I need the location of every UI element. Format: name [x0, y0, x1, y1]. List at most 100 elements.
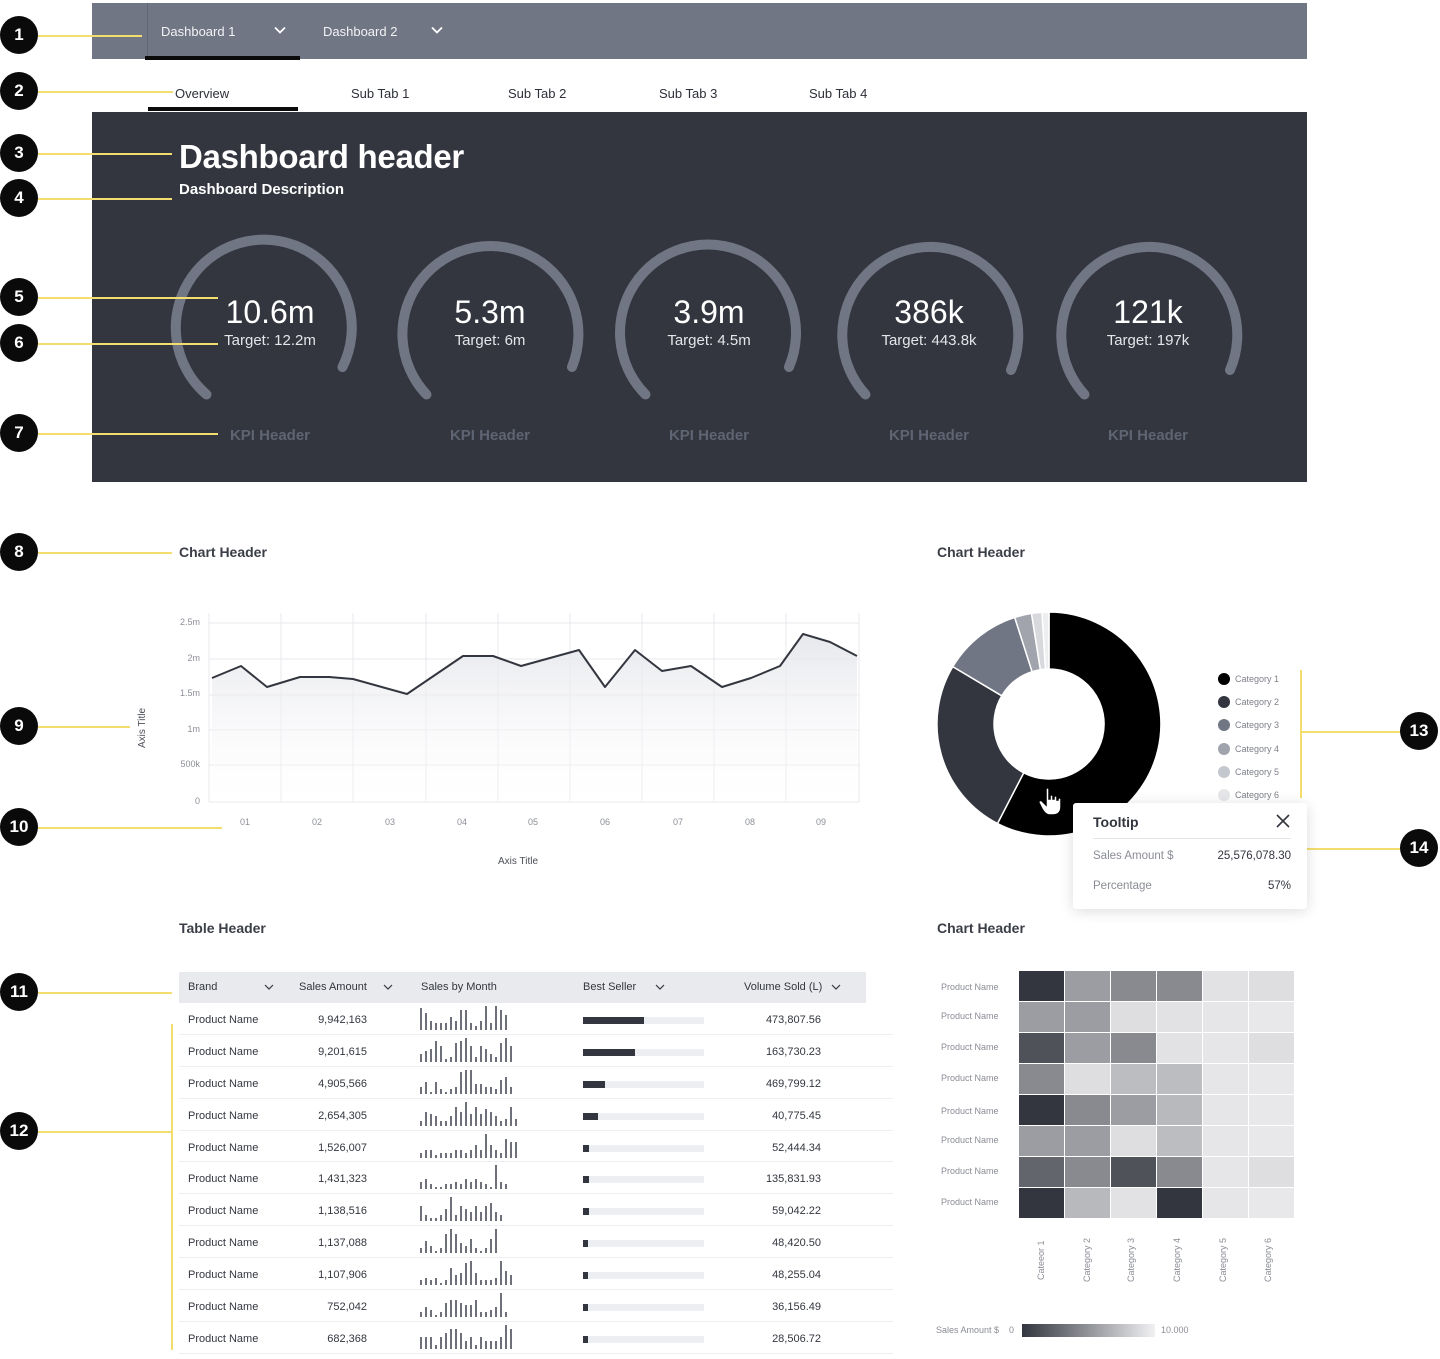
- heatmap-cell[interactable]: [1157, 1033, 1202, 1063]
- heatmap-cell[interactable]: [1249, 1157, 1294, 1187]
- column-header-sales-amount[interactable]: Sales Amount: [299, 981, 393, 993]
- column-header-volume-sold[interactable]: Volume Sold (L): [744, 981, 841, 993]
- heatmap-cell[interactable]: [1203, 971, 1248, 1001]
- heatmap-cell[interactable]: [1065, 1095, 1110, 1125]
- chevron-down-icon[interactable]: [831, 983, 841, 991]
- table-row[interactable]: Product Name 1,137,088 48,420.50: [179, 1226, 893, 1259]
- heatmap-cell[interactable]: [1065, 1002, 1110, 1032]
- kpi-card[interactable]: 386k Target: 443.8k KPI Header: [829, 227, 1029, 447]
- heatmap-cell[interactable]: [1157, 971, 1202, 1001]
- heatmap-cell[interactable]: [1111, 1126, 1156, 1156]
- column-header-sales-by-month[interactable]: Sales by Month: [421, 981, 497, 993]
- legend-item-category-4[interactable]: Category 4: [1218, 737, 1279, 760]
- chevron-down-icon[interactable]: [264, 983, 274, 991]
- table-row[interactable]: Product Name 1,526,007 52,444.34: [179, 1131, 893, 1163]
- heatmap-cell[interactable]: [1065, 1033, 1110, 1063]
- heatmap-cell[interactable]: [1157, 1064, 1202, 1094]
- heatmap-cell[interactable]: [1065, 1188, 1110, 1218]
- heatmap-cell[interactable]: [1157, 1002, 1202, 1032]
- tab-sub-tab-1[interactable]: Sub Tab 1: [351, 86, 410, 101]
- line-chart[interactable]: 2.5m 2m 1.5m 1m 500k 0 01 02 03 04 05 06…: [130, 600, 870, 880]
- heatmap-cell[interactable]: [1249, 1002, 1294, 1032]
- tab-sub-tab-4[interactable]: Sub Tab 4: [809, 86, 868, 101]
- kpi-card[interactable]: 10.6m Target: 12.2m KPI Header: [170, 227, 370, 447]
- heatmap-cell[interactable]: [1111, 1064, 1156, 1094]
- legend-item-category-6[interactable]: Category 6: [1218, 783, 1279, 806]
- heatmap-cell[interactable]: [1249, 1126, 1294, 1156]
- heatmap-cell[interactable]: [1019, 1095, 1064, 1125]
- heatmap-cell[interactable]: [1019, 1033, 1064, 1063]
- heatmap-cell[interactable]: [1111, 1188, 1156, 1218]
- donut-chart[interactable]: [929, 604, 1169, 844]
- heatmap-cell[interactable]: [1019, 971, 1064, 1001]
- kpi-card[interactable]: 5.3m Target: 6m KPI Header: [390, 227, 590, 447]
- heatmap-cell[interactable]: [1065, 1157, 1110, 1187]
- table-row[interactable]: Product Name 682,368 28,506.72: [179, 1322, 893, 1354]
- heatmap-cell[interactable]: [1249, 971, 1294, 1001]
- heatmap-cell[interactable]: [1203, 1033, 1248, 1063]
- heatmap-cell[interactable]: [1249, 1064, 1294, 1094]
- heatmap-cell[interactable]: [1203, 1188, 1248, 1218]
- heatmap-cell[interactable]: [1111, 1095, 1156, 1125]
- chevron-down-icon[interactable]: [655, 983, 665, 991]
- kpi-card[interactable]: 3.9m Target: 4.5m KPI Header: [609, 227, 809, 447]
- heatmap-cell[interactable]: [1111, 1002, 1156, 1032]
- sales-by-month-sparkline: [420, 1101, 524, 1126]
- x-axis-tick: 07: [672, 817, 683, 827]
- heatmap-cell[interactable]: [1111, 1033, 1156, 1063]
- heatmap-cell[interactable]: [1065, 971, 1110, 1001]
- heatmap-cell[interactable]: [1111, 971, 1156, 1001]
- heatmap-cell[interactable]: [1203, 1002, 1248, 1032]
- table-row[interactable]: Product Name 1,107,906 48,255.04: [179, 1258, 893, 1291]
- close-icon[interactable]: [1275, 813, 1291, 829]
- heatmap-cell[interactable]: [1019, 1126, 1064, 1156]
- legend-item-category-3[interactable]: Category 3: [1218, 714, 1279, 737]
- tab-sub-tab-3[interactable]: Sub Tab 3: [659, 86, 718, 101]
- legend-item-category-2[interactable]: Category 2: [1218, 690, 1279, 713]
- tab-overview[interactable]: Overview: [175, 86, 230, 101]
- heatmap-cell[interactable]: [1203, 1095, 1248, 1125]
- table-row[interactable]: Product Name 1,138,516 59,042.22: [179, 1194, 893, 1227]
- heatmap-cell[interactable]: [1157, 1188, 1202, 1218]
- column-header-best-seller[interactable]: Best Seller: [583, 981, 665, 993]
- heatmap-cell[interactable]: [1249, 1188, 1294, 1218]
- table-row[interactable]: Product Name 752,042 36,156.49: [179, 1290, 893, 1322]
- legend-item-category-5[interactable]: Category 5: [1218, 760, 1279, 783]
- tab-dashboard-1[interactable]: Dashboard 1: [145, 3, 300, 60]
- table-row[interactable]: Product Name 2,654,305 40,775.45: [179, 1099, 893, 1131]
- chevron-down-icon[interactable]: [273, 23, 287, 37]
- table-row[interactable]: Product Name 1,431,323 135,831.93: [179, 1162, 893, 1195]
- sparkline-bar: [425, 1307, 427, 1318]
- table-row[interactable]: Product Name 9,201,615 163,730.23: [179, 1035, 893, 1067]
- heatmap-cell[interactable]: [1065, 1064, 1110, 1094]
- volume-sold-cell: 36,156.49: [772, 1301, 821, 1314]
- tab-sub-tab-2[interactable]: Sub Tab 2: [508, 86, 567, 101]
- heatmap-cell[interactable]: [1249, 1033, 1294, 1063]
- heatmap-cell[interactable]: [1203, 1064, 1248, 1094]
- legend-item-category-1[interactable]: Category 1: [1218, 667, 1279, 690]
- sparkline-bar: [430, 1149, 432, 1158]
- tab-dashboard-2[interactable]: Dashboard 2: [323, 3, 453, 59]
- chevron-down-icon[interactable]: [430, 23, 444, 37]
- heatmap-cell[interactable]: [1203, 1157, 1248, 1187]
- heatmap-cell[interactable]: [1019, 1188, 1064, 1218]
- heatmap-cell[interactable]: [1019, 1002, 1064, 1032]
- heatmap-cell[interactable]: [1065, 1126, 1110, 1156]
- chevron-down-icon[interactable]: [383, 983, 393, 991]
- table-row[interactable]: Product Name 9,942,163 473,807.56: [179, 1003, 893, 1035]
- sparkline-bar: [460, 1040, 462, 1062]
- heatmap-cell[interactable]: [1019, 1064, 1064, 1094]
- sparkline-bar: [515, 1118, 517, 1126]
- heatmap-cell[interactable]: [1111, 1157, 1156, 1187]
- heatmap-cell[interactable]: [1157, 1126, 1202, 1156]
- heatmap-cell[interactable]: [1249, 1095, 1294, 1125]
- kpi-card[interactable]: 121k Target: 197k KPI Header: [1048, 227, 1248, 447]
- heatmap-cell[interactable]: [1157, 1157, 1202, 1187]
- column-header-brand[interactable]: Brand: [188, 981, 274, 993]
- annotation-leader: [1301, 848, 1401, 850]
- heatmap-cell[interactable]: [1203, 1126, 1248, 1156]
- table-row[interactable]: Product Name 4,905,566 469,799.12: [179, 1067, 893, 1099]
- sparkline-bar: [425, 1215, 427, 1222]
- heatmap-cell[interactable]: [1157, 1095, 1202, 1125]
- heatmap-cell[interactable]: [1019, 1157, 1064, 1187]
